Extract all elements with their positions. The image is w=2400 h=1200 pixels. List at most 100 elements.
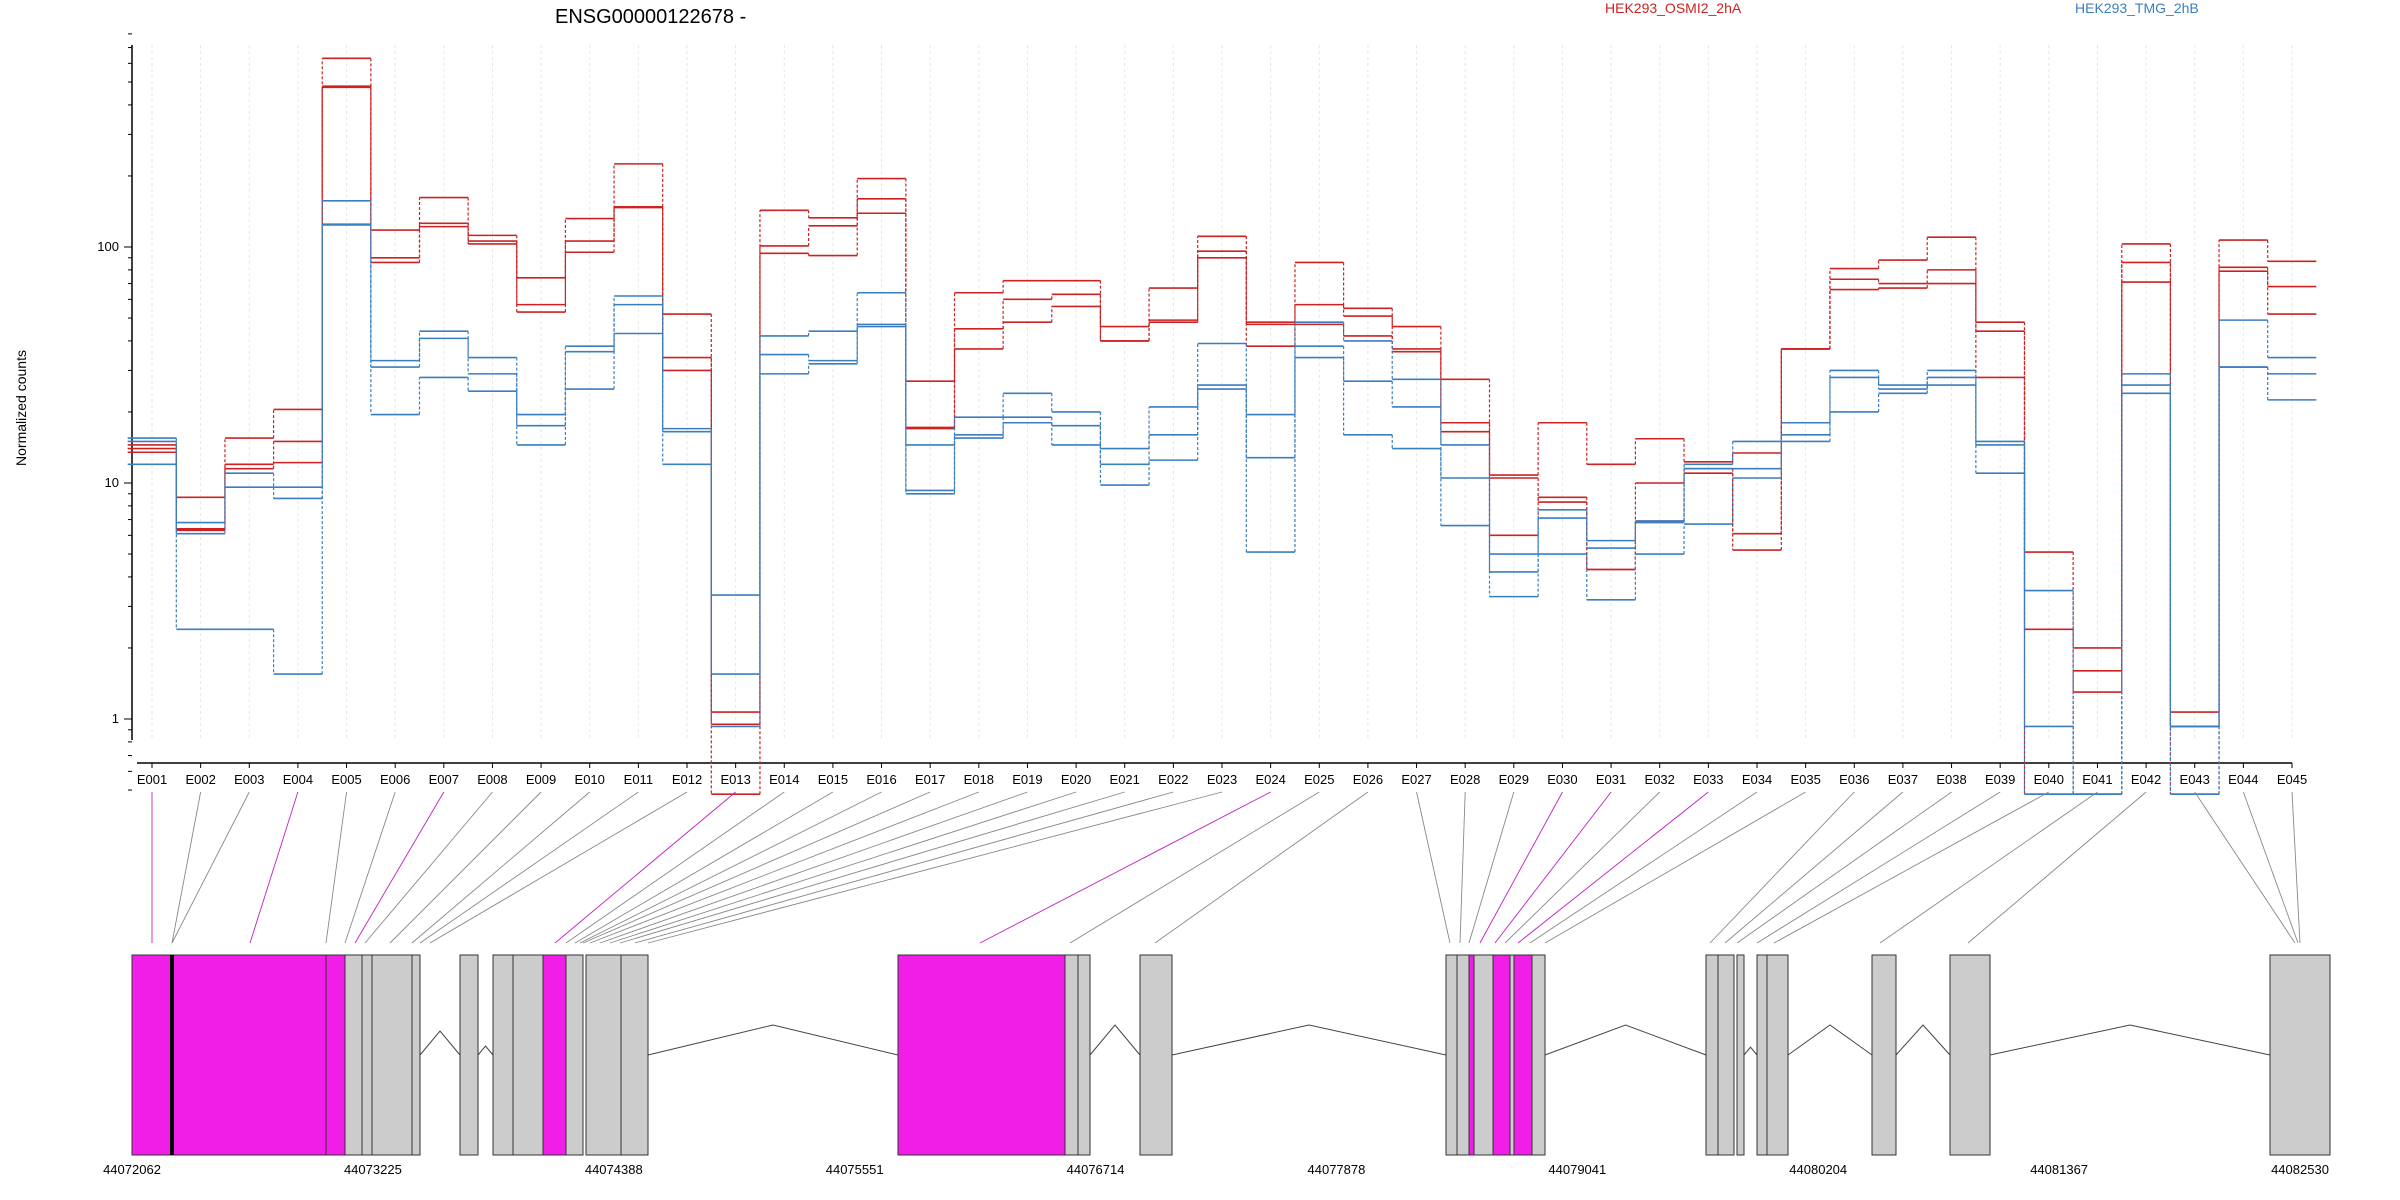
legend-label-tmg: HEK293_TMG_2hB (2075, 0, 2199, 16)
exon-box (492, 954, 514, 1156)
x-tick-label: E016 (866, 772, 896, 787)
genomic-coordinate-label: 44082530 (2271, 1162, 2329, 1177)
exon-box (512, 954, 544, 1156)
axes (131, 45, 2292, 764)
exon-box (411, 954, 421, 1156)
x-tick-label: E013 (720, 772, 750, 787)
x-tick-label: E027 (1401, 772, 1431, 787)
gridlines (151, 45, 2293, 740)
x-tick-label: E036 (1839, 772, 1869, 787)
y-tick-label: 100 (97, 239, 119, 254)
x-ticks: E001 E002 E003 E004 E005 E006 E007 E008 E009 E010… (137, 763, 2307, 787)
exon-box (1064, 954, 1079, 1156)
exon-box (1456, 954, 1470, 1156)
intron-line (419, 1030, 461, 1056)
exon-connector (354, 791, 445, 944)
intron-line (1743, 1046, 1758, 1056)
x-tick-label: E019 (1012, 772, 1042, 787)
x-tick-label: E029 (1499, 772, 1529, 787)
intron-line (1989, 1024, 2271, 1056)
x-tick-label: E008 (477, 772, 507, 787)
x-tick-label: E035 (1790, 772, 1820, 787)
exon-box (2269, 954, 2331, 1156)
x-tick-label: E010 (575, 772, 605, 787)
exon-connector (1967, 791, 2147, 944)
genomic-coordinate-label: 44079041 (1548, 1162, 1606, 1177)
exon-box (1509, 954, 1515, 1156)
x-tick-label: E038 (1936, 772, 1966, 787)
x-tick-label: E020 (1061, 772, 1091, 787)
exon-connector (171, 791, 202, 944)
exon-connector (1468, 791, 1515, 944)
genomic-coordinate-label: 44075551 (826, 1162, 884, 1177)
exon-connector (1416, 791, 1451, 944)
genomic-coordinate-label: 44073225 (344, 1162, 402, 1177)
exon-box-highlighted (1513, 954, 1533, 1156)
exon-connector (1069, 791, 1320, 944)
intron-line (1895, 1024, 1951, 1056)
exon-connector (1479, 791, 1563, 944)
y-tick-label: 1 (112, 711, 119, 726)
exon-connector (619, 791, 1125, 944)
x-tick-label: E009 (526, 772, 556, 787)
exon-box (371, 954, 413, 1156)
exon-connector (1529, 791, 1758, 944)
exon-box (1139, 954, 1173, 1156)
exon-connector (647, 791, 1223, 944)
exon-connector (609, 791, 1077, 944)
legend-label-osmi2: HEK293_OSMI2_2hA (1605, 0, 1742, 16)
exon-box (565, 954, 584, 1156)
exon-connector (1879, 791, 2098, 944)
exon-box (1473, 954, 1494, 1156)
exon-connector (574, 791, 834, 944)
exon-connector (565, 791, 785, 944)
x-tick-label: E003 (234, 772, 264, 787)
exon-connector (389, 791, 542, 944)
x-tick-label: E033 (1693, 772, 1723, 787)
exon-box (585, 954, 622, 1156)
exon-connector (429, 791, 688, 944)
exon-connector (1504, 791, 1661, 944)
exon-box-highlighted (1468, 954, 1475, 1156)
exon-connector (171, 791, 250, 944)
exon-box (1705, 954, 1719, 1156)
x-tick-label: E042 (2131, 772, 2161, 787)
exon-connector (1517, 791, 1709, 944)
exon-connector (2242, 791, 2299, 944)
x-tick-label: E039 (1985, 772, 2015, 787)
x-tick-label: E007 (429, 772, 459, 787)
genomic-coordinate-label: 44081367 (2030, 1162, 2088, 1177)
x-tick-label: E022 (1158, 772, 1188, 787)
x-tick-label: E025 (1304, 772, 1334, 787)
x-tick-label: E034 (1742, 772, 1772, 787)
x-tick-label: E015 (818, 772, 848, 787)
exon-connector (1494, 791, 1612, 944)
exon-box (1949, 954, 1991, 1156)
genomic-coordinate-axis: 44072062 44073225 44074388 44075551 44076714… (103, 1162, 2329, 1177)
x-tick-label: E045 (2277, 772, 2307, 787)
exon-connector (1756, 791, 2001, 944)
exon-box (1756, 954, 1768, 1156)
exon-connector (582, 791, 931, 944)
x-tick-label: E032 (1645, 772, 1675, 787)
intron-line (1089, 1024, 1141, 1056)
exon-box (1077, 954, 1091, 1156)
exon-connector (634, 791, 1174, 944)
genomic-coordinate-label: 44077878 (1308, 1162, 1366, 1177)
exon-connectors (151, 791, 2301, 944)
series-4 (127, 199, 2317, 796)
intron-line (1544, 1024, 1707, 1056)
y-tick-label: 10 (105, 475, 119, 490)
x-tick-label: E044 (2228, 772, 2258, 787)
x-tick-label: E011 (624, 772, 653, 787)
y-ticks: 1 10 100 (97, 33, 132, 791)
x-tick-label: E041 (2082, 772, 2112, 787)
exon-box-highlighted (897, 954, 1066, 1156)
exon-box (361, 954, 373, 1156)
exon-connector (364, 791, 493, 944)
exon-connector (589, 791, 979, 944)
exon-connector (979, 791, 1271, 944)
exon-connector (1724, 791, 1904, 944)
exon-box-highlighted (1492, 954, 1511, 1156)
